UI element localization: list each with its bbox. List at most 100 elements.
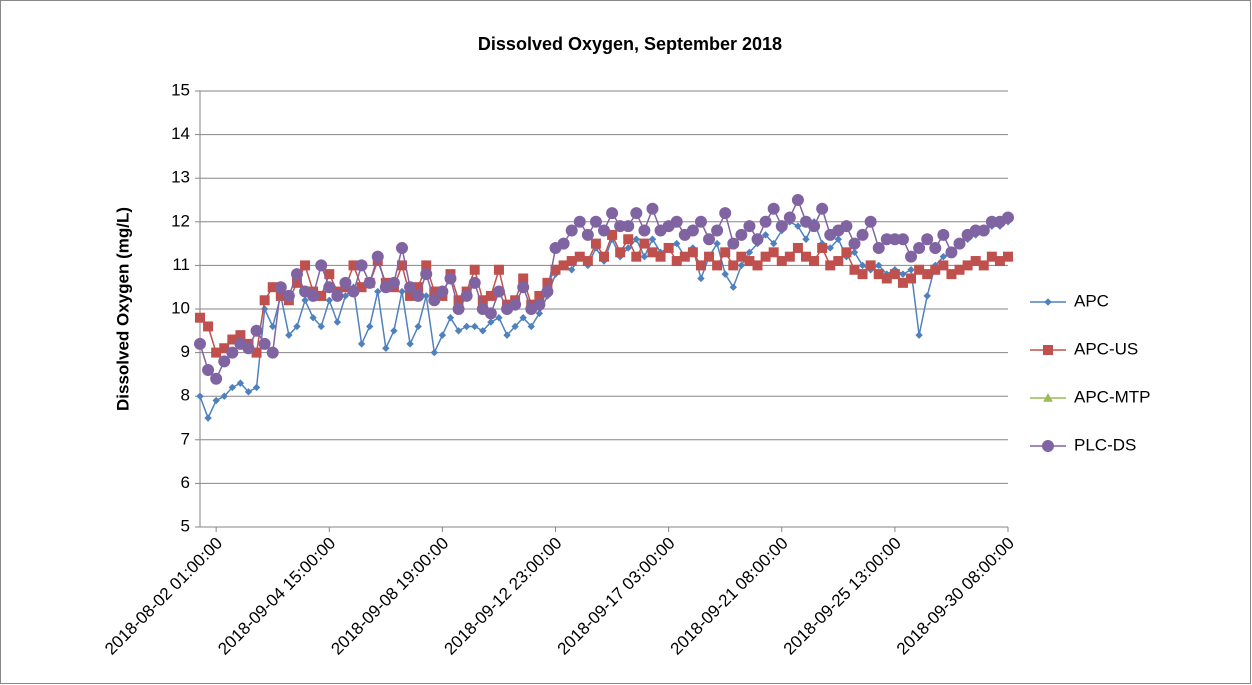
data-point [759,215,772,228]
data-point [493,264,504,275]
data-point [673,239,681,248]
data-point [390,327,398,335]
data-point [697,274,705,283]
data-point [347,285,360,298]
data-point [826,244,834,252]
data-point [581,228,594,241]
data-point [244,388,253,396]
data-point [767,202,780,215]
data-point [905,250,918,263]
data-point [848,237,861,250]
data-point [333,318,342,326]
data-point [648,235,657,243]
data-point [655,251,666,262]
data-point [751,233,764,246]
data-point [921,233,934,246]
data-point [438,331,447,339]
data-point [703,233,716,246]
data-point [484,307,497,320]
data-point [915,331,923,339]
data-point [404,281,417,294]
data-point [541,285,554,298]
data-point [939,252,948,261]
data-point [557,237,570,250]
data-point [573,215,586,228]
data-point [258,337,271,350]
data-point [720,247,731,258]
data-point [745,248,754,257]
data-point [382,344,390,352]
data-point [511,322,519,331]
data-point [953,237,966,250]
data-point [428,294,441,307]
data-point [923,292,931,300]
data-point [937,228,950,241]
data-point [663,242,674,253]
data-point [252,383,261,392]
data-point [630,207,643,220]
data-point [226,346,239,359]
data-point [802,235,810,243]
data-point [640,252,649,261]
data-point [841,247,852,258]
data-point [420,268,433,281]
y-tick-label: 9 [181,342,190,361]
data-point [899,270,907,278]
data-point [792,242,803,253]
data-point [282,289,295,302]
legend-marker [1042,440,1054,452]
data-point [606,207,619,220]
data-point [269,322,277,331]
y-tick-label: 13 [171,168,190,187]
data-point [638,224,651,237]
data-point [446,314,455,322]
data-point [492,285,505,298]
data-point [639,238,650,249]
data-point [737,261,746,270]
data-point [598,224,610,237]
data-point [768,247,779,258]
data-point [850,248,859,257]
data-point [865,260,876,271]
legend-marker [1044,298,1052,306]
data-point [791,194,804,206]
data-point [761,231,770,239]
data-point [599,251,609,262]
data-point [978,260,989,271]
data-point [259,295,270,306]
data-point [509,298,522,311]
data-point [728,260,739,271]
y-tick-label: 14 [171,124,190,143]
data-point [363,276,376,289]
data-point [929,241,942,254]
data-point [212,396,220,405]
data-point [202,364,215,377]
data-point [646,202,659,215]
data-point [495,314,503,322]
data-point [794,222,802,230]
data-point [412,289,425,302]
data-point [454,327,463,335]
y-tick-label: 7 [181,429,190,448]
data-point [913,241,926,254]
data-point [503,331,511,339]
data-point [396,241,408,254]
data-point [374,287,382,296]
data-point [210,372,223,385]
data-point [713,239,721,248]
data-point [533,298,546,311]
data-point [300,260,311,271]
data-point [719,207,732,220]
y-axis-label: Dissolved Oxygen (mg/L) [113,207,132,411]
data-point [769,239,778,248]
data-point [743,220,756,233]
data-point [307,289,320,302]
data-point [471,322,479,331]
data-point [856,228,869,241]
data-point [840,220,853,233]
data-point [858,261,867,270]
data-point [250,324,263,337]
data-point [889,269,900,280]
data-point [325,296,333,304]
